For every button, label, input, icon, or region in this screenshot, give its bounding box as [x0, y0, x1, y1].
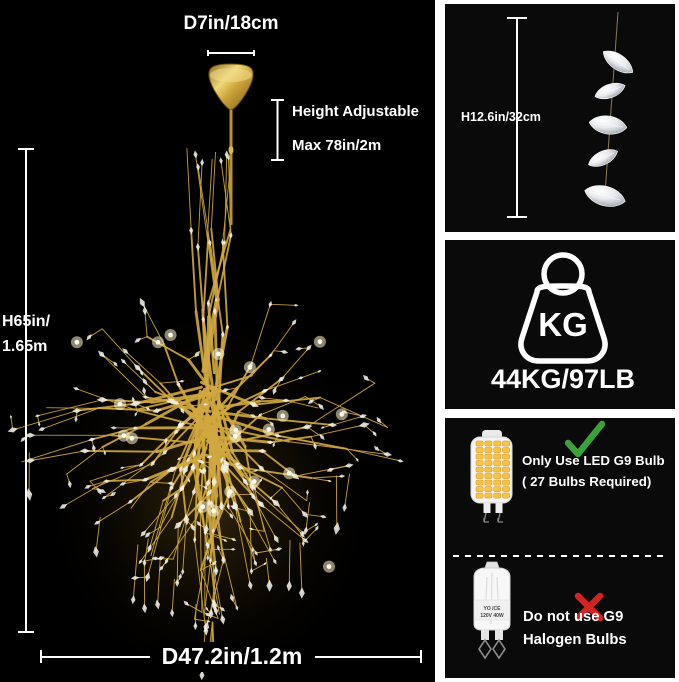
svg-text:KG: KG [538, 306, 588, 343]
svg-text:Only Use LED G9 Bulb: Only Use LED G9 Bulb [522, 453, 665, 468]
svg-text:D47.2in/1.2m: D47.2in/1.2m [162, 643, 303, 669]
svg-text:Max 78in/2m: Max 78in/2m [292, 137, 381, 154]
svg-text:120V 40W: 120V 40W [480, 613, 504, 619]
svg-text:Halogen Bulbs: Halogen Bulbs [523, 632, 627, 648]
svg-text:44KG/97LB: 44KG/97LB [491, 364, 635, 394]
svg-text:H12.6in/32cm: H12.6in/32cm [461, 110, 541, 124]
svg-text:D7in/18cm: D7in/18cm [183, 13, 278, 34]
svg-text:Height Adjustable: Height Adjustable [292, 103, 419, 120]
svg-text:H65in/: H65in/ [2, 313, 51, 330]
svg-text:YO /CE: YO /CE [484, 606, 502, 612]
svg-text:Do not use G9: Do not use G9 [523, 609, 623, 625]
svg-text:1.65m: 1.65m [2, 338, 47, 355]
svg-text:( 27 Bulbs Required): ( 27 Bulbs Required) [522, 474, 651, 489]
